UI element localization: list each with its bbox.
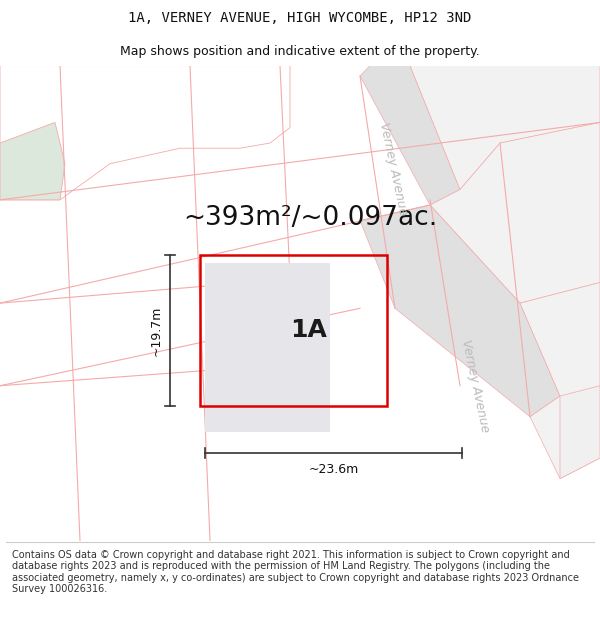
Text: Map shows position and indicative extent of the property.: Map shows position and indicative extent… — [120, 45, 480, 58]
Polygon shape — [0, 122, 65, 200]
Bar — [200, 254, 387, 406]
Text: ~393m²/~0.097ac.: ~393m²/~0.097ac. — [183, 206, 437, 231]
Text: 1A: 1A — [290, 319, 327, 342]
Polygon shape — [0, 66, 290, 200]
Polygon shape — [360, 205, 560, 417]
Polygon shape — [430, 122, 600, 303]
Text: Verney Avenue: Verney Avenue — [459, 338, 491, 433]
Polygon shape — [410, 66, 600, 189]
Text: Verney Avenue: Verney Avenue — [377, 121, 409, 217]
Polygon shape — [520, 282, 600, 479]
Text: ~19.7m: ~19.7m — [149, 305, 163, 356]
Polygon shape — [360, 66, 460, 205]
Text: ~23.6m: ~23.6m — [308, 463, 359, 476]
Bar — [205, 263, 330, 432]
Text: Contains OS data © Crown copyright and database right 2021. This information is : Contains OS data © Crown copyright and d… — [12, 549, 579, 594]
Text: 1A, VERNEY AVENUE, HIGH WYCOMBE, HP12 3ND: 1A, VERNEY AVENUE, HIGH WYCOMBE, HP12 3N… — [128, 11, 472, 26]
Polygon shape — [560, 386, 600, 479]
